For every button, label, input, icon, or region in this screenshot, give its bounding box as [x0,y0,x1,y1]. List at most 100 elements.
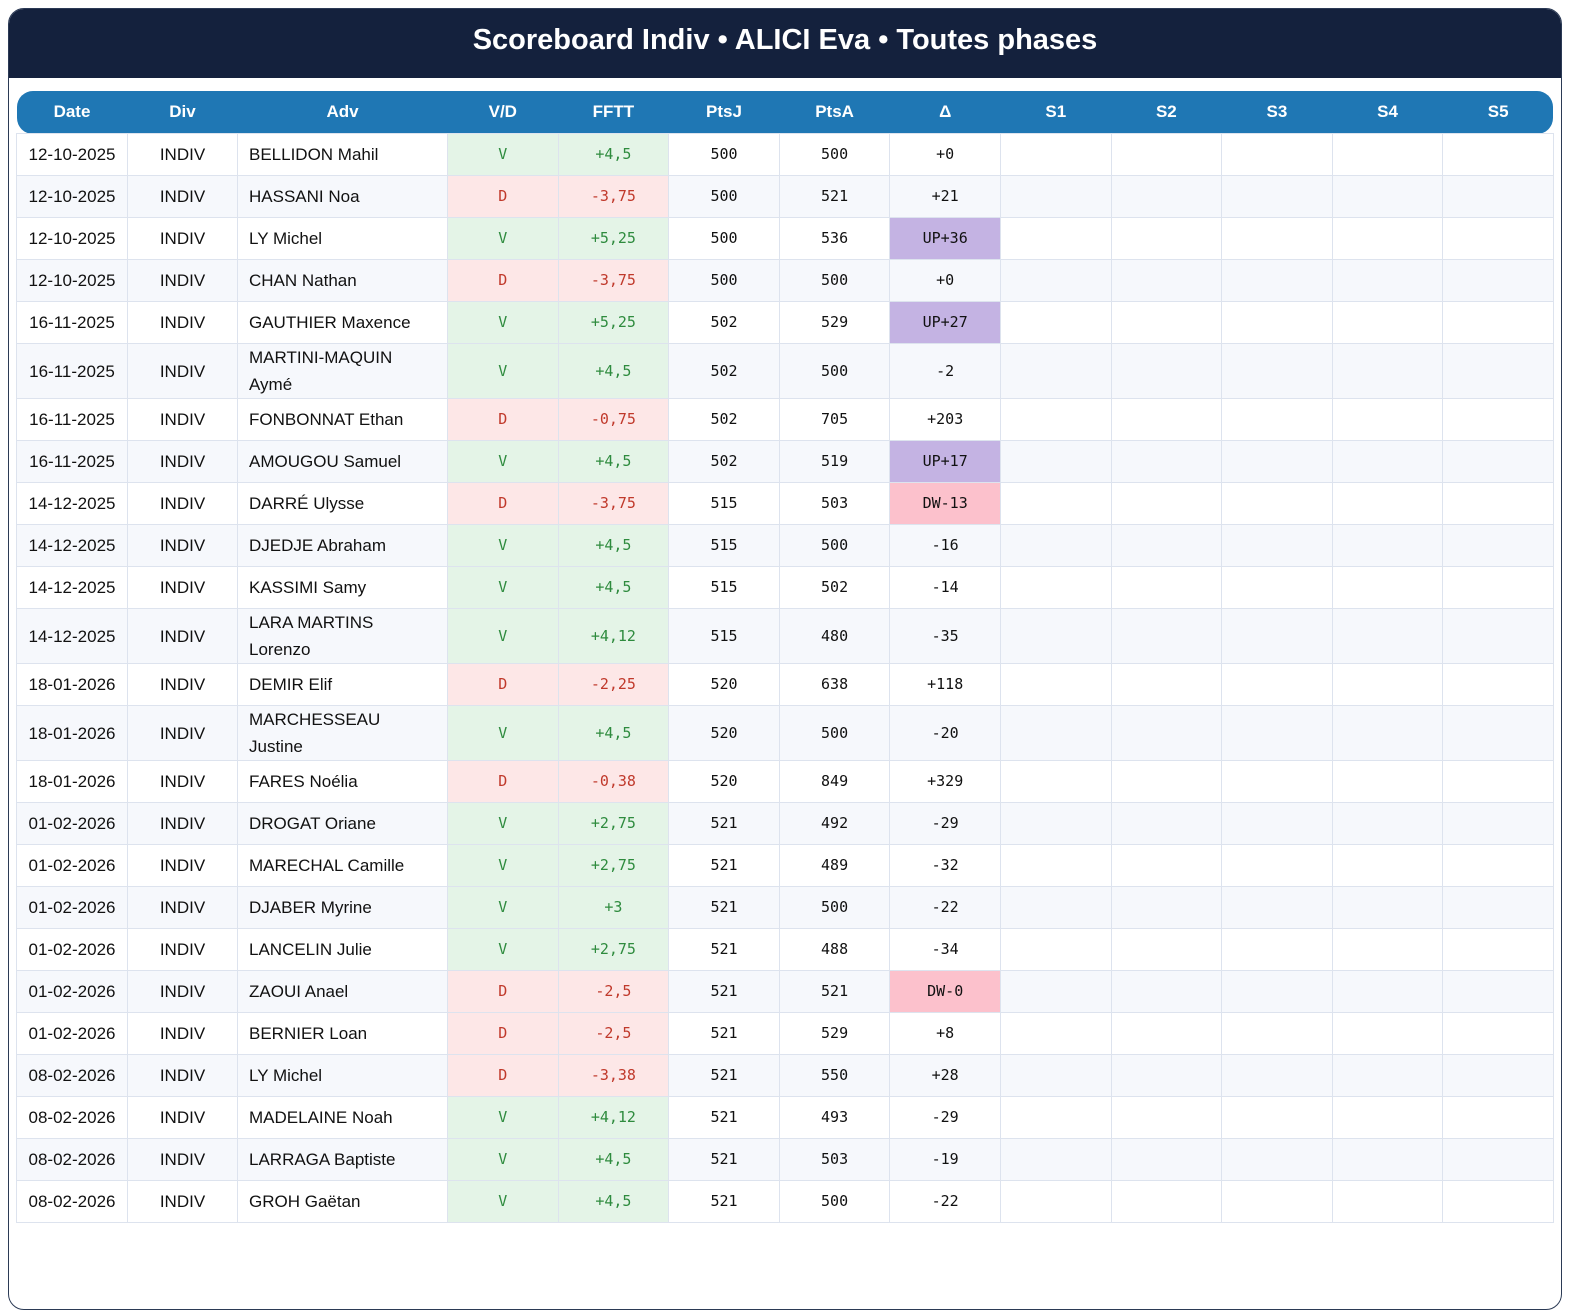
cell [1221,482,1333,525]
cell: 521 [668,802,780,845]
table-row: 08-02-2026 INDIV MADELAINE Noah V +4,12 521 49… [16,1096,1554,1139]
cell: 14-12-2025 [16,608,128,664]
cell [1110,844,1223,887]
cell: 520 [668,663,780,706]
cell: V [447,301,559,344]
cell: D [447,970,559,1013]
cell: V [447,1138,559,1181]
cell [999,1054,1112,1097]
cell: 08-02-2026 [16,1180,128,1223]
cell: 536 [778,217,891,260]
cell: INDIV [127,217,238,260]
table-row: 18-01-2026 INDIV DEMIR Elif D -2,25 520 638 +11… [16,663,1554,706]
cell [999,663,1112,706]
cell [1331,1054,1444,1097]
cell [1110,1012,1223,1055]
cell [1331,760,1444,803]
cell: 500 [778,259,891,302]
cell: 492 [778,802,891,845]
cell: MARTINI-MAQUIN Aymé [237,343,448,399]
cell: V [447,928,559,971]
cell: CHAN Nathan [237,259,448,302]
cell: V [447,608,559,664]
cell [1331,217,1444,260]
cell: DJABER Myrine [237,886,448,929]
cell: 08-02-2026 [16,1096,128,1139]
cell: V [447,343,559,399]
cell [999,217,1112,260]
cell [999,566,1112,609]
column-header: S4 [1332,91,1443,134]
cell [1442,705,1554,761]
cell [1221,301,1333,344]
cell: INDIV [127,802,238,845]
cell: -2,25 [557,663,670,706]
column-header: S5 [1442,91,1554,134]
cell [999,398,1112,441]
cell [1110,705,1223,761]
cell: LY Michel [237,217,448,260]
cell: 01-02-2026 [16,802,128,845]
column-header: S1 [1000,91,1112,134]
cell [1331,566,1444,609]
cell [1442,440,1554,483]
column-header: Date [16,91,128,134]
cell: INDIV [127,970,238,1013]
cell: AMOUGOU Samuel [237,440,448,483]
cell: +4,5 [557,1138,670,1181]
column-header: Adv [237,91,448,134]
cell: 521 [778,970,891,1013]
cell: INDIV [127,524,238,567]
cell [1110,440,1223,483]
cell: 520 [668,705,780,761]
cell: 521 [668,1096,780,1139]
cell: 515 [668,608,780,664]
cell [999,301,1112,344]
cell: INDIV [127,663,238,706]
cell: 521 [668,1054,780,1097]
cell [1442,663,1554,706]
cell: V [447,524,559,567]
cell [1110,760,1223,803]
cell: INDIV [127,301,238,344]
cell [1221,1180,1333,1223]
cell: HASSANI Noa [237,175,448,218]
cell: 500 [778,705,891,761]
table-row: 16-11-2025 INDIV FONBONNAT Ethan D -0,75 502 7… [16,398,1554,441]
column-header: Div [127,91,238,134]
cell: LARA MARTINS Lorenzo [237,608,448,664]
cell: V [447,802,559,845]
cell [1331,1096,1444,1139]
cell: V [447,705,559,761]
cell [999,175,1112,218]
cell: 489 [778,844,891,887]
cell [1110,217,1223,260]
cell [999,133,1112,176]
cell: 14-12-2025 [16,566,128,609]
table-row: 08-02-2026 INDIV GROH Gaëtan V +4,5 521 500 -22 [16,1180,1554,1223]
cell: +21 [889,175,1001,218]
cell: 529 [778,301,891,344]
cell: -20 [889,705,1001,761]
column-header: S2 [1111,91,1222,134]
cell [1110,398,1223,441]
cell: DARRÉ Ulysse [237,482,448,525]
cell: INDIV [127,133,238,176]
cell: INDIV [127,259,238,302]
cell [999,802,1112,845]
cell [1442,1180,1554,1223]
cell [1221,524,1333,567]
cell [1110,608,1223,664]
cell: DW-13 [889,482,1001,525]
cell [999,259,1112,302]
cell: 521 [668,886,780,929]
column-header: FFTT [558,91,669,134]
cell [1331,802,1444,845]
cell: +4,5 [557,440,670,483]
cell [1331,886,1444,929]
cell [1221,217,1333,260]
cell: +2,75 [557,802,670,845]
cell: -14 [889,566,1001,609]
title: Scoreboard Indiv • ALICI Eva • Toutes ph… [9,9,1561,78]
cell: -3,38 [557,1054,670,1097]
